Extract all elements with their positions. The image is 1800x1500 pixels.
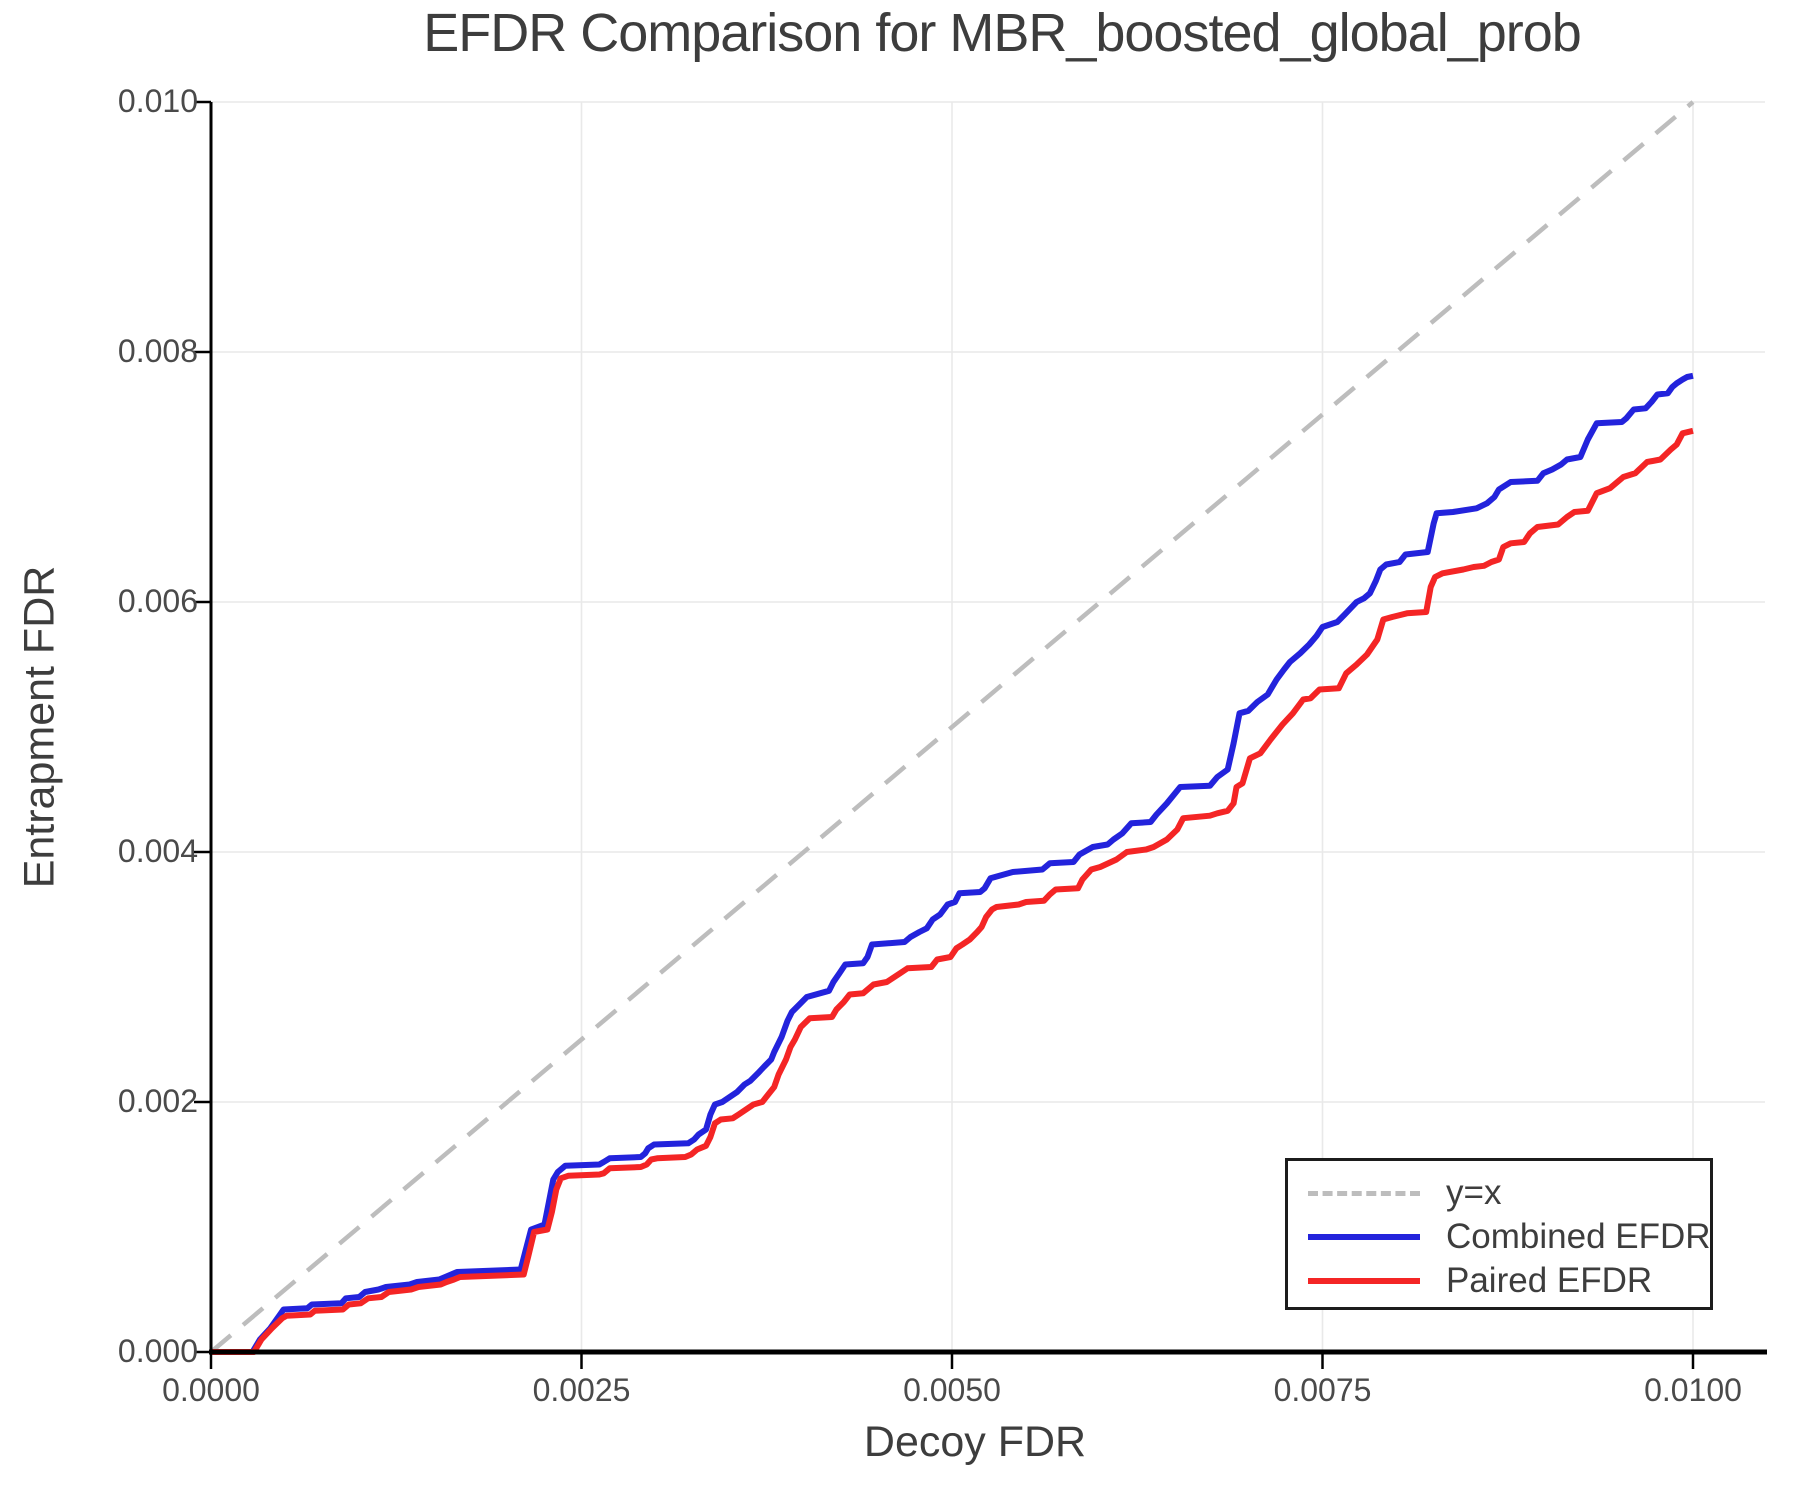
series-y-x [209, 100, 1695, 1354]
legend: y=x Combined EFDR Paired EFDR [1285, 1158, 1713, 1310]
y-tick-label-0.004: 0.004 [117, 832, 198, 869]
x-tick-label-0.0100: 0.0100 [1644, 1372, 1742, 1408]
legend-combined-line-swatch [1308, 1234, 1420, 1240]
series-combined-efdr [211, 372, 1694, 1355]
x-tick-label-0.0000: 0.0000 [162, 1372, 260, 1408]
legend-item-combined-efdr: Combined EFDR [1308, 1215, 1711, 1259]
legend-dashed-line-swatch [1308, 1190, 1420, 1196]
chart-title: EFDR Comparison for MBR_boosted_global_p… [423, 3, 1582, 63]
y-tick-label-0.010: 0.010 [117, 82, 198, 119]
y-tick-label-0.002: 0.002 [117, 1082, 198, 1119]
legend-label-identity: y=x [1446, 1173, 1502, 1212]
legend-label-paired-efdr: Paired EFDR [1446, 1261, 1653, 1300]
legend-label-combined-efdr: Combined EFDR [1446, 1217, 1711, 1256]
x-tick-label-0.0025: 0.0025 [532, 1372, 631, 1408]
legend-paired-line-swatch [1308, 1278, 1420, 1284]
x-axis-label: Decoy FDR [863, 1418, 1087, 1466]
legend-item-paired-efdr: Paired EFDR [1308, 1259, 1710, 1303]
x-tick-label-0.0050: 0.0050 [903, 1372, 1001, 1408]
y-tick-label-0.008: 0.008 [117, 332, 198, 369]
series-paired-efdr [211, 427, 1694, 1355]
y-tick-label-0.000: 0.000 [117, 1332, 198, 1369]
legend-item-identity: y=x [1308, 1171, 1710, 1215]
x-tick-label-0.0075: 0.0075 [1273, 1372, 1372, 1408]
y-tick-label-0.006: 0.006 [117, 582, 198, 619]
